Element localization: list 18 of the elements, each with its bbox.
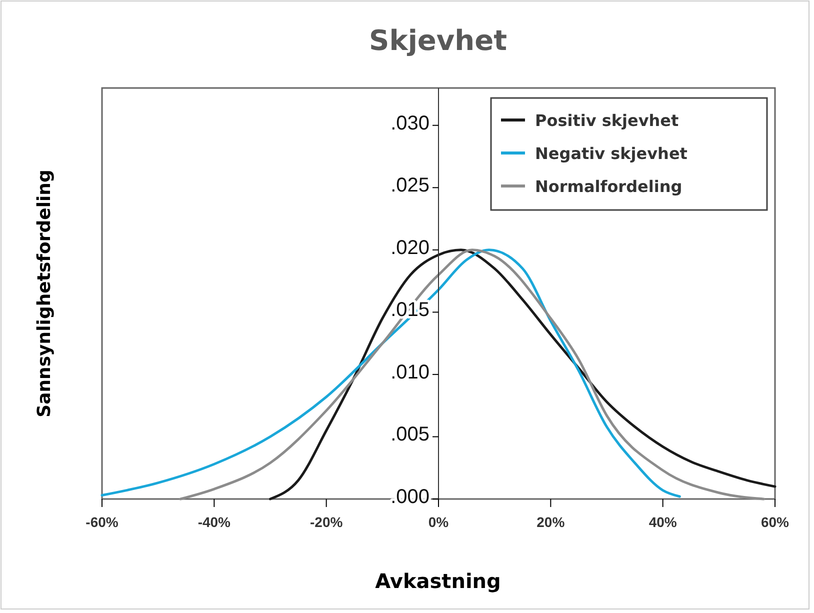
y-tick-label: .020 (390, 236, 430, 259)
y-axis-title: Sannsynlighetsfordeling (34, 170, 55, 418)
y-tick-label: .025 (390, 174, 430, 197)
legend-label: Normalfordeling (535, 177, 682, 196)
x-tick-label: -20% (310, 514, 344, 530)
y-tick-label: .030 (390, 112, 430, 134)
x-axis-title: Avkastning (375, 569, 501, 593)
x-tick-label: 0% (428, 514, 450, 530)
x-tick-label: 60% (760, 514, 790, 530)
x-tick-label: -60% (86, 514, 119, 530)
legend-label: Negativ skjevhet (535, 144, 688, 163)
x-tick-label: -40% (198, 514, 232, 530)
legend-label: Positiv skjevhet (535, 111, 680, 130)
y-tick-label: .005 (390, 424, 430, 446)
y-tick-label: .010 (390, 361, 430, 384)
chart-title: Skjevhet (369, 24, 507, 57)
x-tick-label: 40% (648, 514, 678, 530)
x-tick-label: 20% (536, 514, 566, 530)
